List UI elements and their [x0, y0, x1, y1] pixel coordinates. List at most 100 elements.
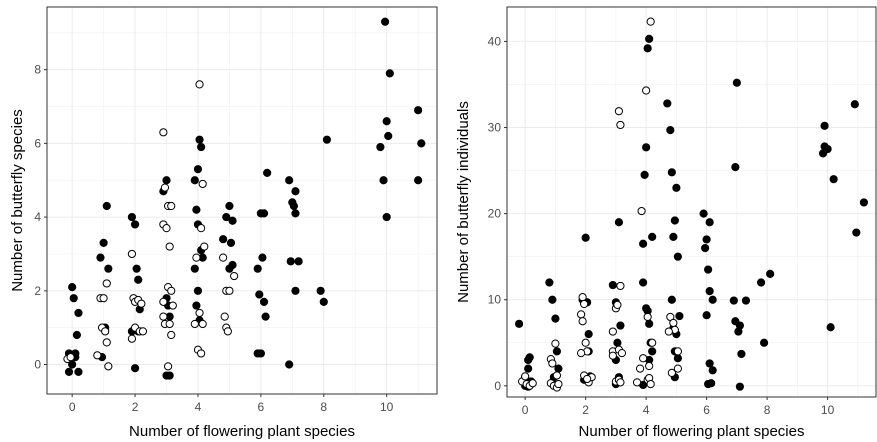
data-point-filled: [829, 175, 838, 184]
data-point-open: [163, 362, 173, 371]
data-point-filled: [225, 264, 234, 273]
y-tick-label: 8: [34, 63, 41, 77]
data-point-filled: [96, 253, 105, 262]
data-point-open: [608, 327, 617, 336]
data-point-filled: [702, 235, 711, 244]
data-point-filled: [134, 275, 143, 284]
data-point-filled: [581, 233, 590, 242]
data-point-open: [613, 300, 622, 309]
data-point-open: [632, 378, 642, 387]
data-point-open: [581, 338, 590, 347]
data-point-filled: [289, 201, 298, 211]
panel-border: [46, 6, 438, 395]
data-point-open: [162, 224, 171, 233]
data-point-filled: [648, 347, 657, 356]
data-point-filled: [545, 278, 554, 287]
data-point-filled: [69, 294, 78, 303]
data-point-open: [617, 348, 627, 358]
data-point-filled: [190, 176, 199, 185]
data-point-filled: [291, 286, 300, 295]
data-point-filled: [259, 297, 269, 306]
data-point-filled: [672, 183, 681, 192]
data-point-filled: [608, 280, 617, 290]
data-point-filled: [165, 371, 174, 380]
data-point-open: [197, 224, 206, 233]
data-point-filled: [263, 168, 272, 177]
data-point-open: [552, 371, 562, 380]
data-point-filled: [643, 44, 652, 53]
data-point-open: [616, 281, 625, 291]
x-tick-label: 2: [132, 400, 139, 414]
data-point-filled: [737, 349, 746, 359]
data-point-filled: [648, 232, 657, 241]
data-point-filled: [705, 218, 714, 227]
data-point-filled: [850, 100, 859, 109]
data-point-filled: [385, 69, 394, 78]
data-point-open: [138, 327, 148, 336]
data-point-open: [195, 308, 204, 318]
data-point-filled: [551, 314, 560, 323]
x-tick-label: 10: [380, 400, 394, 414]
data-point-filled: [190, 264, 199, 273]
y-tick-label: 0: [494, 379, 501, 393]
data-point-open: [219, 253, 228, 262]
data-point-filled: [130, 364, 140, 373]
data-point-filled: [99, 238, 108, 247]
data-point-filled: [255, 290, 264, 299]
data-point-open: [616, 378, 625, 387]
data-point-filled: [322, 135, 332, 144]
data-point-open: [637, 206, 646, 216]
data-point-filled: [552, 347, 562, 356]
data-point-filled: [667, 168, 676, 177]
data-point-filled: [673, 252, 682, 261]
data-point-filled: [414, 106, 423, 115]
data-point-filled: [705, 287, 714, 296]
data-point-open: [127, 249, 137, 259]
x-tick-label: 6: [258, 400, 265, 414]
data-point-filled: [74, 308, 83, 318]
data-point-filled: [316, 286, 325, 295]
data-point-filled: [554, 364, 563, 373]
data-point-open: [220, 312, 229, 321]
data-point-open: [673, 364, 682, 373]
data-point-filled: [859, 198, 869, 207]
data-point-filled: [384, 131, 393, 141]
data-point-filled: [639, 239, 648, 248]
data-point-filled: [823, 144, 832, 154]
data-point-filled: [708, 366, 717, 375]
data-point-open: [642, 86, 651, 95]
data-point-filled: [669, 232, 678, 241]
data-point-filled: [525, 353, 534, 362]
data-point-open: [200, 242, 209, 251]
data-point-open: [159, 297, 168, 306]
data-point-filled: [734, 327, 743, 336]
data-point-filled: [731, 317, 740, 326]
x-tick-label: 0: [69, 400, 76, 414]
data-point-open: [577, 348, 586, 358]
data-point-filled: [74, 367, 83, 376]
data-point-open: [93, 351, 102, 360]
data-point-filled: [228, 216, 237, 225]
data-point-filled: [614, 218, 624, 227]
data-point-filled: [699, 209, 708, 218]
data-point-filled: [253, 349, 262, 358]
data-point-filled: [707, 379, 716, 388]
data-point-filled: [731, 163, 740, 172]
data-point-filled: [68, 283, 77, 292]
data-point-filled: [514, 319, 524, 328]
y-axis-title: Number of butterfly individuals: [455, 101, 472, 303]
data-point-open: [159, 312, 168, 321]
y-tick-label: 40: [488, 34, 502, 48]
data-point-open: [635, 364, 645, 373]
data-point-open: [578, 293, 587, 302]
data-point-open: [667, 368, 676, 377]
x-tick-label: 8: [320, 400, 327, 414]
data-point-filled: [732, 78, 741, 87]
data-point-open: [578, 317, 587, 326]
data-point-filled: [645, 319, 654, 328]
data-point-filled: [673, 354, 682, 363]
data-point-filled: [826, 323, 835, 332]
data-point-filled: [548, 295, 557, 304]
data-point-filled: [192, 205, 201, 214]
